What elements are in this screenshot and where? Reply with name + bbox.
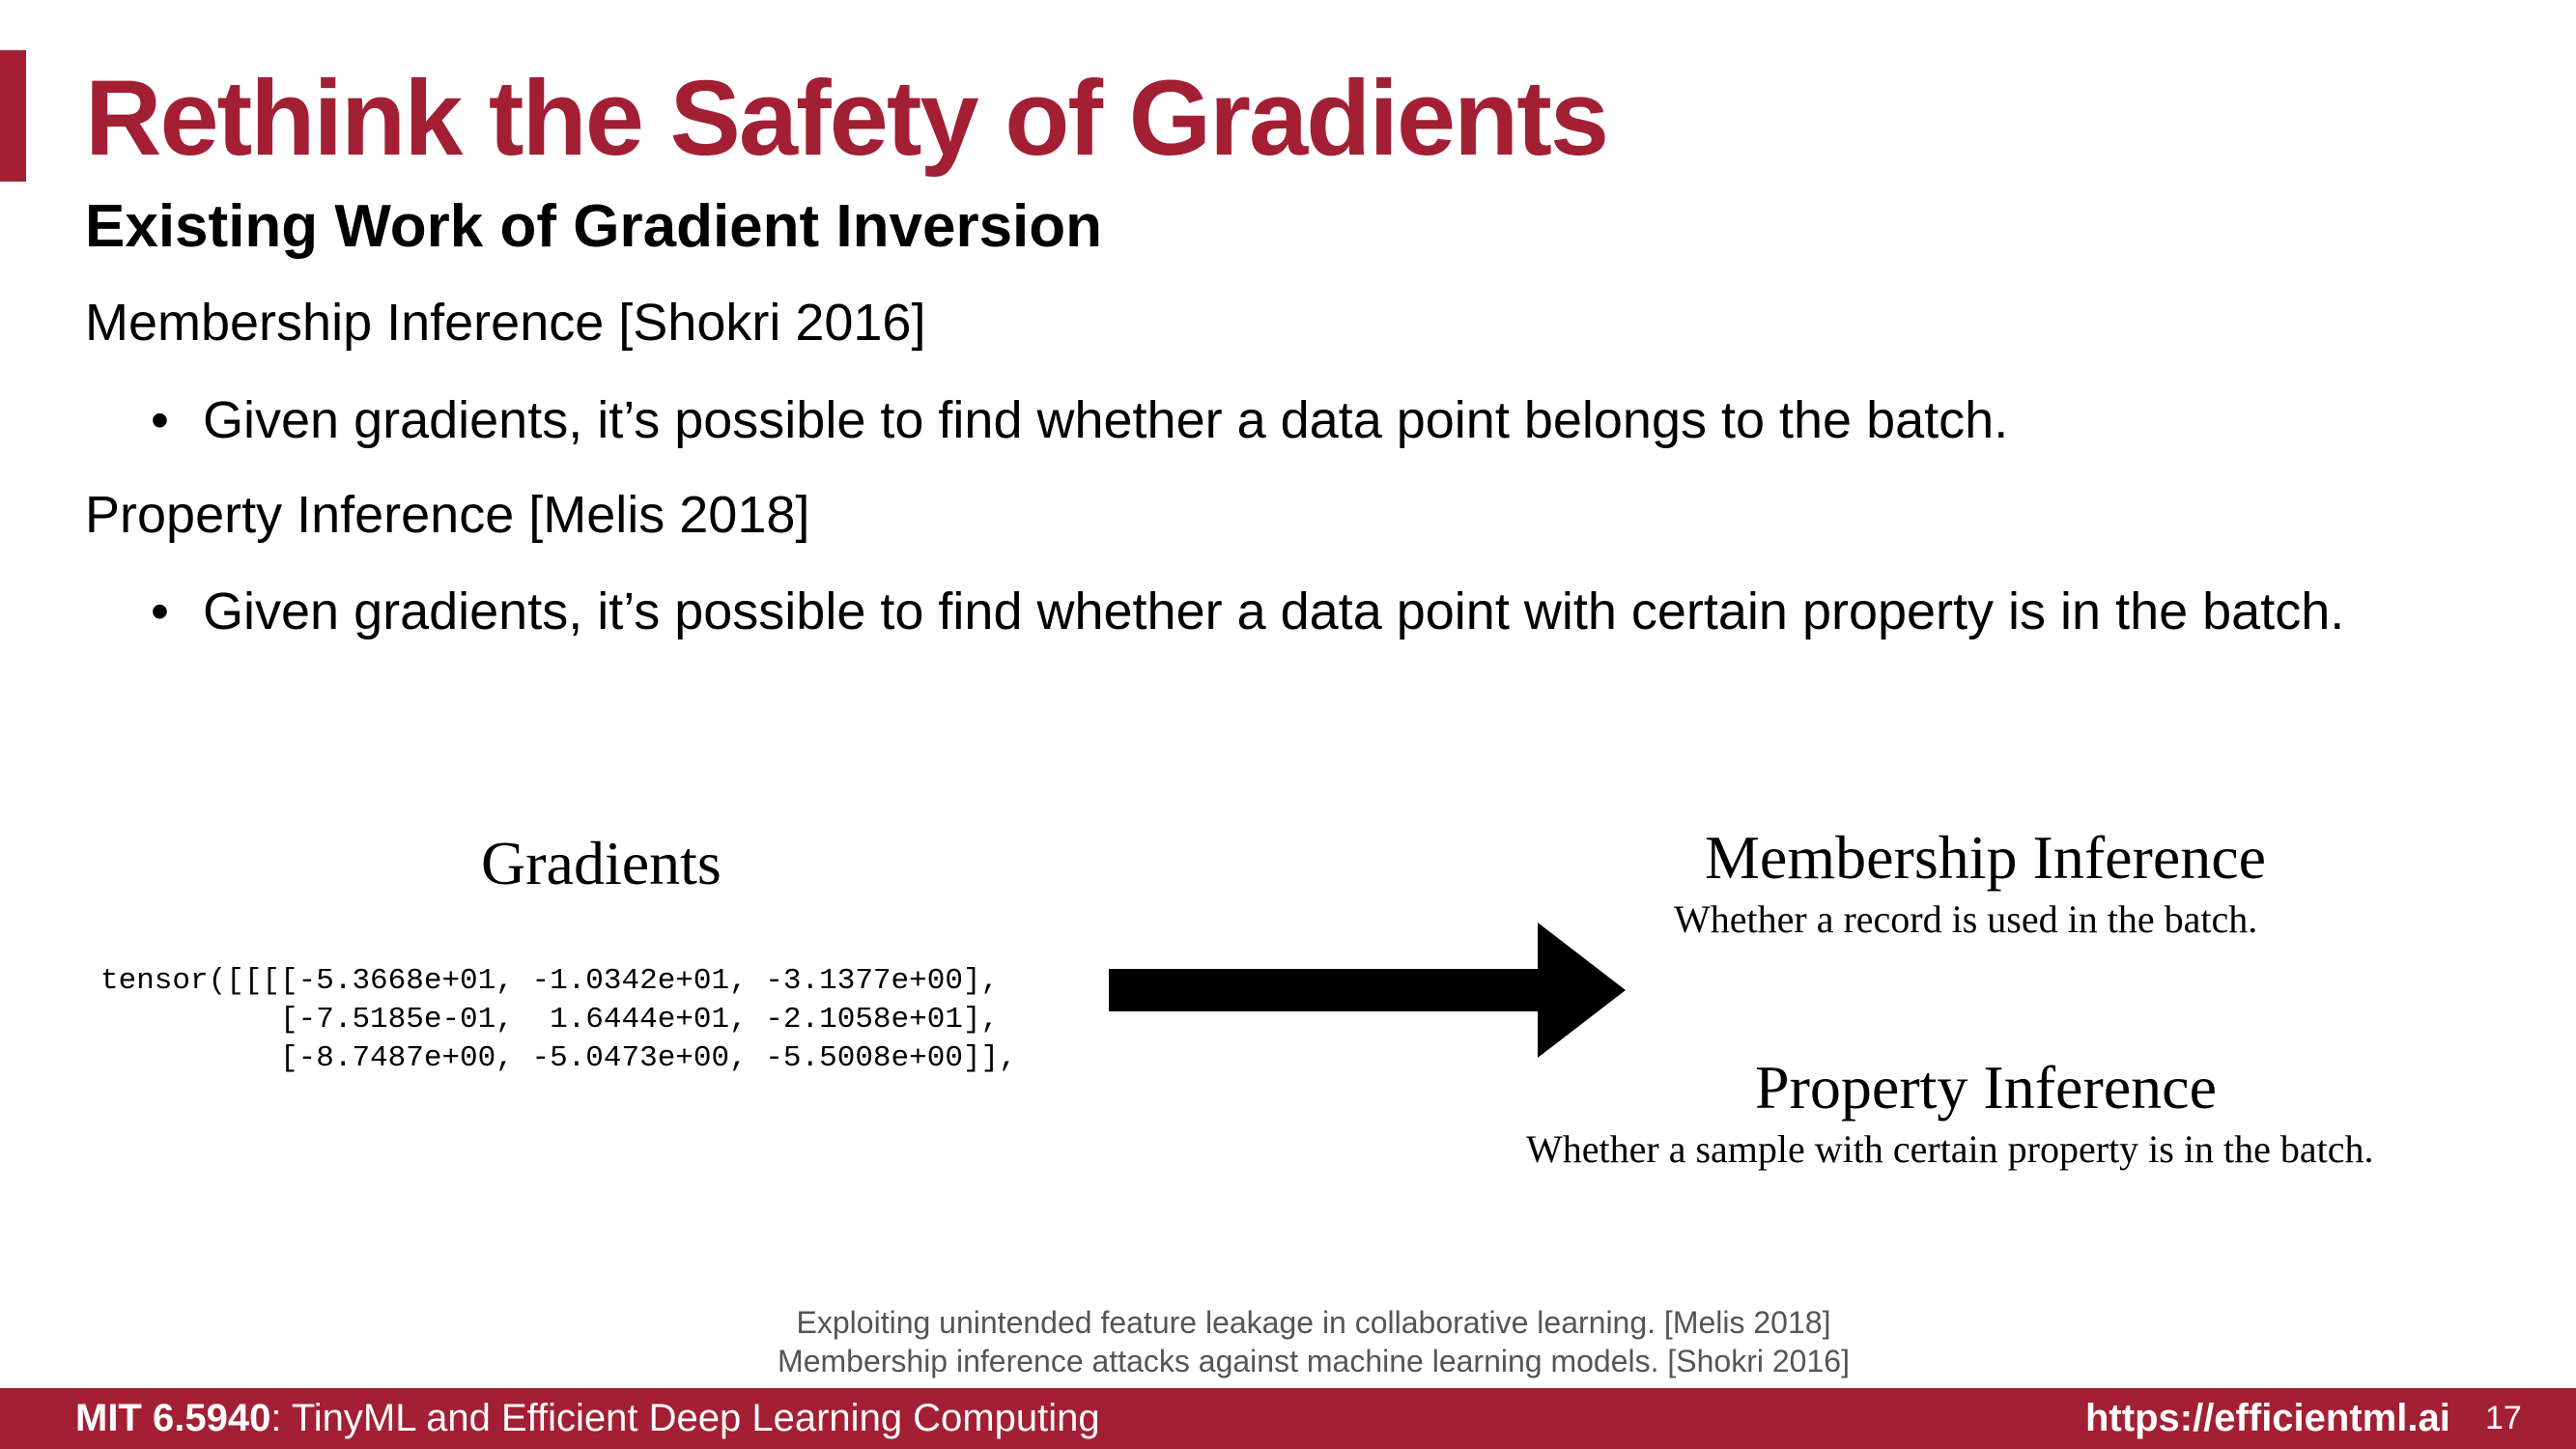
reference-melis: Exploiting unintended feature leakage in… xyxy=(796,1305,1831,1340)
title-accent-bar xyxy=(0,50,26,182)
membership-inference-bullet: Given gradients, it’s possible to find w… xyxy=(203,391,2009,449)
footer-url-link[interactable]: https://efficientml.ai xyxy=(2085,1397,2450,1439)
right-arrow-icon xyxy=(1109,923,1626,1058)
slide-title: Rethink the Safety of Gradients xyxy=(85,59,1609,178)
property-inference-description: Whether a sample with certain property i… xyxy=(1526,1127,2374,1171)
tensor-line: [-7.5185e-01, 1.6444e+01, -2.1058e+01], xyxy=(100,1003,1000,1037)
property-inference-bullet: Given gradients, it’s possible to find w… xyxy=(203,582,2345,640)
reference-shokri: Membership inference attacks against mac… xyxy=(778,1344,1850,1378)
property-inference-title: Property Inference xyxy=(1755,1053,2217,1122)
footer-bar: MIT 6.5940: TinyML and Efficient Deep Le… xyxy=(0,1388,2576,1449)
membership-inference-description: Whether a record is used in the batch. xyxy=(1674,897,2258,941)
bullet-icon: • xyxy=(151,391,169,449)
tensor-line: [-8.7487e+00, -5.0473e+00, -5.5008e+00]]… xyxy=(100,1041,1017,1075)
property-inference-heading: Property Inference [Melis 2018] xyxy=(85,486,810,544)
tensor-line: tensor([[[[-5.3668e+01, -1.0342e+01, -3.… xyxy=(100,964,1000,998)
gradients-label: Gradients xyxy=(481,829,722,897)
page-number: 17 xyxy=(2485,1400,2522,1436)
footer-course: MIT 6.5940: TinyML and Efficient Deep Le… xyxy=(75,1388,1100,1449)
membership-inference-heading: Membership Inference [Shokri 2016] xyxy=(85,294,926,352)
course-name: : TinyML and Efficient Deep Learning Com… xyxy=(270,1397,1100,1439)
gradient-tensor: tensor([[[[-5.3668e+01, -1.0342e+01, -3.… xyxy=(100,962,1017,1078)
course-code: MIT 6.5940 xyxy=(75,1397,271,1439)
bullet-icon: • xyxy=(151,582,169,640)
membership-inference-title: Membership Inference xyxy=(1705,823,2267,892)
slide-subtitle: Existing Work of Gradient Inversion xyxy=(85,193,1103,260)
